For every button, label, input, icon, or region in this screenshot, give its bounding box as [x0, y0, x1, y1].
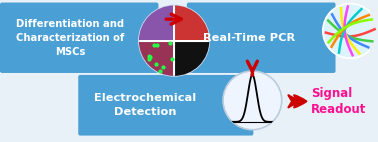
Circle shape: [139, 5, 209, 76]
Circle shape: [323, 4, 378, 58]
FancyBboxPatch shape: [187, 3, 336, 73]
Circle shape: [223, 71, 282, 130]
Text: Electrochemical
Detection: Electrochemical Detection: [94, 93, 196, 117]
Text: Signal
Readout: Signal Readout: [311, 87, 366, 116]
Bar: [175, 5, 210, 40]
FancyBboxPatch shape: [78, 75, 253, 136]
Bar: [138, 42, 173, 77]
Text: Differentiation and
Characterization of
MSCs: Differentiation and Characterization of …: [16, 19, 125, 57]
Bar: [138, 5, 173, 40]
Text: Real-Time PCR: Real-Time PCR: [203, 33, 296, 43]
Bar: [175, 42, 210, 77]
FancyBboxPatch shape: [0, 3, 158, 73]
